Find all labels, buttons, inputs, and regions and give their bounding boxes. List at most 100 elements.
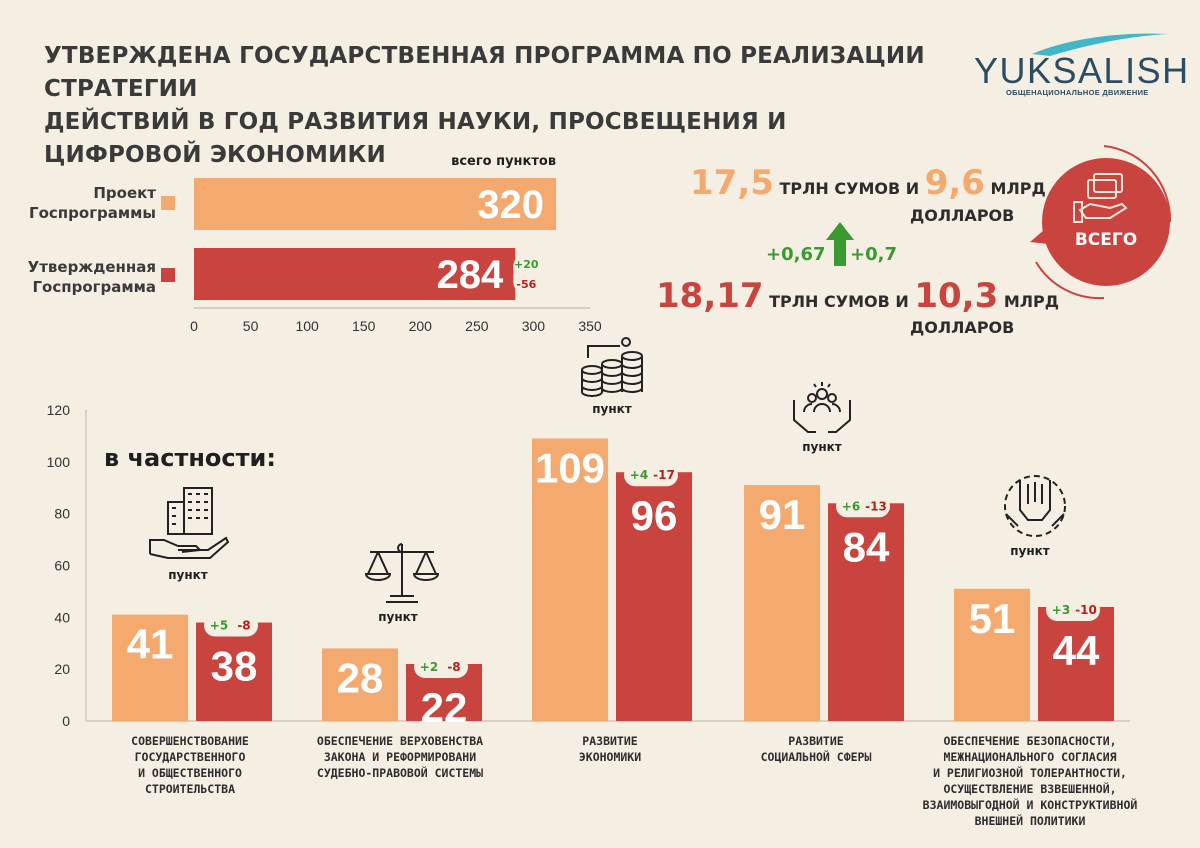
vchart-tick-20: 20 bbox=[54, 661, 70, 677]
bar-approved-4 bbox=[828, 503, 904, 721]
category-label-1: СОВЕРШЕНСТВОВАНИЕ ГОСУДАРСТВЕННОГО И ОБЩЕС… bbox=[100, 733, 280, 797]
legend-project-line-2: Госпрограммы bbox=[29, 204, 156, 222]
money-hand-icon bbox=[1073, 173, 1128, 223]
category-label-2-line-1: ОБЕСПЕЧЕНИЕ ВЕРХОВЕНСТВА bbox=[316, 734, 484, 748]
bar-approved-value-2: 22 bbox=[421, 684, 468, 731]
arrow-up-icon bbox=[826, 222, 854, 266]
category-label-4-line-1: РАЗВИТИЕ bbox=[788, 734, 844, 748]
legend-approved-line-2: Госпрограмма bbox=[32, 278, 156, 296]
bar-approved-3 bbox=[616, 472, 692, 721]
hbar-added: +20 bbox=[514, 258, 539, 271]
vchart-tick-120: 120 bbox=[47, 402, 71, 418]
bar-change-bg-5 bbox=[1046, 598, 1100, 621]
category-label-1-line-2: ГОСУДАРСТВЕННОГО bbox=[134, 750, 246, 764]
funding-project-trln: 17,5 bbox=[690, 163, 774, 203]
bar-added-4: +6 bbox=[842, 499, 860, 513]
hchart-tick-250: 250 bbox=[465, 318, 489, 334]
vchart-tick-60: 60 bbox=[54, 558, 70, 574]
bar-change-bg-1 bbox=[204, 614, 258, 637]
category-label-5-line-4: ОСУЩЕСТВЛЕНИЕ ВЗВЕШЕННОЙ, bbox=[943, 782, 1117, 796]
funding-unit-mlrd: МЛРД bbox=[990, 179, 1046, 198]
coins-stack-icon bbox=[581, 337, 643, 397]
category-label-5-line-2: МЕЖНАЦИОНАЛЬНОГО СОГЛАСИЯ bbox=[943, 750, 1117, 764]
category-label-5-line-6: ВНЕШНЕЙ ПОЛИТИКИ bbox=[974, 814, 1086, 828]
bar-removed-4: -13 bbox=[865, 499, 887, 513]
bar-approved-value-1: 38 bbox=[211, 643, 258, 690]
bar-change-bg-2 bbox=[414, 655, 468, 678]
category-label-3: РАЗВИТИЕ ЭКОНОМИКИ bbox=[530, 733, 690, 765]
bar-approved-value-3: 96 bbox=[631, 492, 678, 539]
bar-approved-value-5: 44 bbox=[1053, 627, 1100, 674]
bar-project-value-4: 91 bbox=[759, 491, 806, 538]
funding-unit-trln: ТРЛН СУМОВ И bbox=[779, 179, 920, 198]
category-label-3-line-2: ЭКОНОМИКИ bbox=[578, 750, 642, 764]
punkt-label-4: пункт bbox=[802, 440, 842, 454]
total-points-chart: всего пунктов 320 284 +20 -56 0 50 100 150 200 250… bbox=[190, 154, 602, 334]
category-label-1-line-3: И ОБЩЕСТВЕННОГО bbox=[138, 766, 242, 780]
total-badge-label: ВСЕГО bbox=[1074, 230, 1138, 250]
bar-added-2: +2 bbox=[420, 660, 438, 674]
hbar-removed: -56 bbox=[516, 278, 536, 291]
legend-project-line-1: Проект bbox=[93, 184, 156, 202]
funding-approved-row-1: 18,17 ТРЛН СУМОВ И 10,3 МЛРД bbox=[656, 276, 1059, 316]
bar-approved-5 bbox=[1038, 606, 1114, 721]
chart-subtitle: в частности: bbox=[104, 444, 276, 472]
funding-delta-mlrd: +0,7 bbox=[850, 244, 897, 265]
bar-project-4 bbox=[744, 485, 820, 721]
funding-delta-trln: +0,67 bbox=[766, 244, 826, 265]
hchart-tick-200: 200 bbox=[409, 318, 433, 334]
hchart-tick-0: 0 bbox=[190, 318, 198, 334]
logo-name: YUKSALISH bbox=[974, 50, 1190, 91]
funding-approved-dollars: ДОЛЛАРОВ bbox=[910, 318, 1015, 337]
bar-project-value-1: 41 bbox=[127, 621, 174, 668]
category-label-2-line-2: ЗАКОНА И РЕФОРМИРОВАНИ bbox=[323, 750, 477, 764]
category-label-5: ОБЕСПЕЧЕНИЕ БЕЗОПАСНОСТИ, МЕЖНАЦИОНАЛЬНОГ… bbox=[905, 733, 1155, 829]
bar-added-1: +5 bbox=[210, 619, 228, 633]
category-label-5-line-3: И РЕЛИГИОЗНОЙ ТОЛЕРАНТНОСТИ, bbox=[933, 766, 1127, 780]
funding-unit-mlrd-2: МЛРД bbox=[1003, 292, 1060, 311]
logo-swoosh-icon bbox=[1032, 33, 1168, 56]
bar-added-5: +3 bbox=[1052, 603, 1070, 617]
hchart-tick-50: 50 bbox=[243, 318, 259, 334]
category-label-3-line-1: РАЗВИТИЕ bbox=[582, 734, 638, 748]
building-hand-icon bbox=[149, 487, 230, 559]
points-by-direction-chart: 0 20 40 60 80 100 120 41 38 +5 -8 28 22 +2 -8 109 96 +4 -1… bbox=[47, 402, 1130, 731]
category-label-4-line-2: СОЦИАЛЬНОЙ СФЕРЫ bbox=[760, 750, 872, 764]
bar-project-3 bbox=[532, 438, 608, 721]
hbar-1 bbox=[194, 178, 557, 230]
bar-removed-5: -10 bbox=[1075, 603, 1097, 617]
title-line-1: УТВЕРЖДЕНА ГОСУДАРСТВЕННАЯ ПРОГРАММА ПО … bbox=[44, 43, 925, 102]
hbar-2 bbox=[194, 248, 516, 300]
category-label-5-line-1: ОБЕСПЕЧЕНИЕ БЕЗОПАСНОСТИ, bbox=[943, 734, 1117, 748]
bar-added-3: +4 bbox=[630, 468, 648, 482]
hchart-tick-350: 350 bbox=[578, 318, 602, 334]
total-badge bbox=[1030, 145, 1172, 300]
page-title: УТВЕРЖДЕНА ГОСУДАРСТВЕННАЯ ПРОГРАММА ПО … bbox=[44, 40, 944, 172]
funding-approved-mlrd: 10,3 bbox=[914, 276, 999, 316]
bar-project-1 bbox=[112, 614, 188, 721]
funding-approved-trln: 18,17 bbox=[656, 276, 764, 316]
total-points-title: всего пунктов bbox=[451, 154, 556, 169]
hbar-change-bg bbox=[513, 254, 540, 294]
bar-change-bg-3 bbox=[624, 464, 678, 487]
vchart-tick-0: 0 bbox=[62, 713, 70, 729]
category-label-1-line-1: СОВЕРШЕНСТВОВАНИЕ bbox=[131, 734, 249, 748]
funding-project-mlrd: 9,6 bbox=[924, 163, 985, 203]
scales-of-justice-icon bbox=[364, 543, 440, 603]
hchart-tick-150: 150 bbox=[352, 318, 376, 334]
punkt-label-2: пункт bbox=[378, 610, 418, 624]
bar-project-value-5: 51 bbox=[969, 595, 1016, 642]
bar-project-5 bbox=[954, 588, 1030, 721]
punkt-label-1: пункт bbox=[168, 568, 208, 582]
legend-approved-swatch bbox=[161, 268, 175, 282]
bar-approved-1 bbox=[196, 622, 272, 721]
punkt-label-5: пункт bbox=[1010, 544, 1050, 558]
hbar-value-2: 284 bbox=[437, 253, 504, 297]
legend-approved-label: Утвержденная Госпрограмма bbox=[6, 257, 156, 297]
funding-project-row-1: 17,5 ТРЛН СУМОВ И 9,6 МЛРД bbox=[690, 163, 1046, 203]
bar-project-value-3: 109 bbox=[535, 445, 605, 492]
legend-project-label: Проект Госпрограммы bbox=[6, 183, 156, 223]
funding-unit-trln-2: ТРЛН СУМОВ И bbox=[769, 292, 909, 311]
bar-project-2 bbox=[322, 648, 398, 721]
legend-project-swatch bbox=[161, 196, 175, 210]
